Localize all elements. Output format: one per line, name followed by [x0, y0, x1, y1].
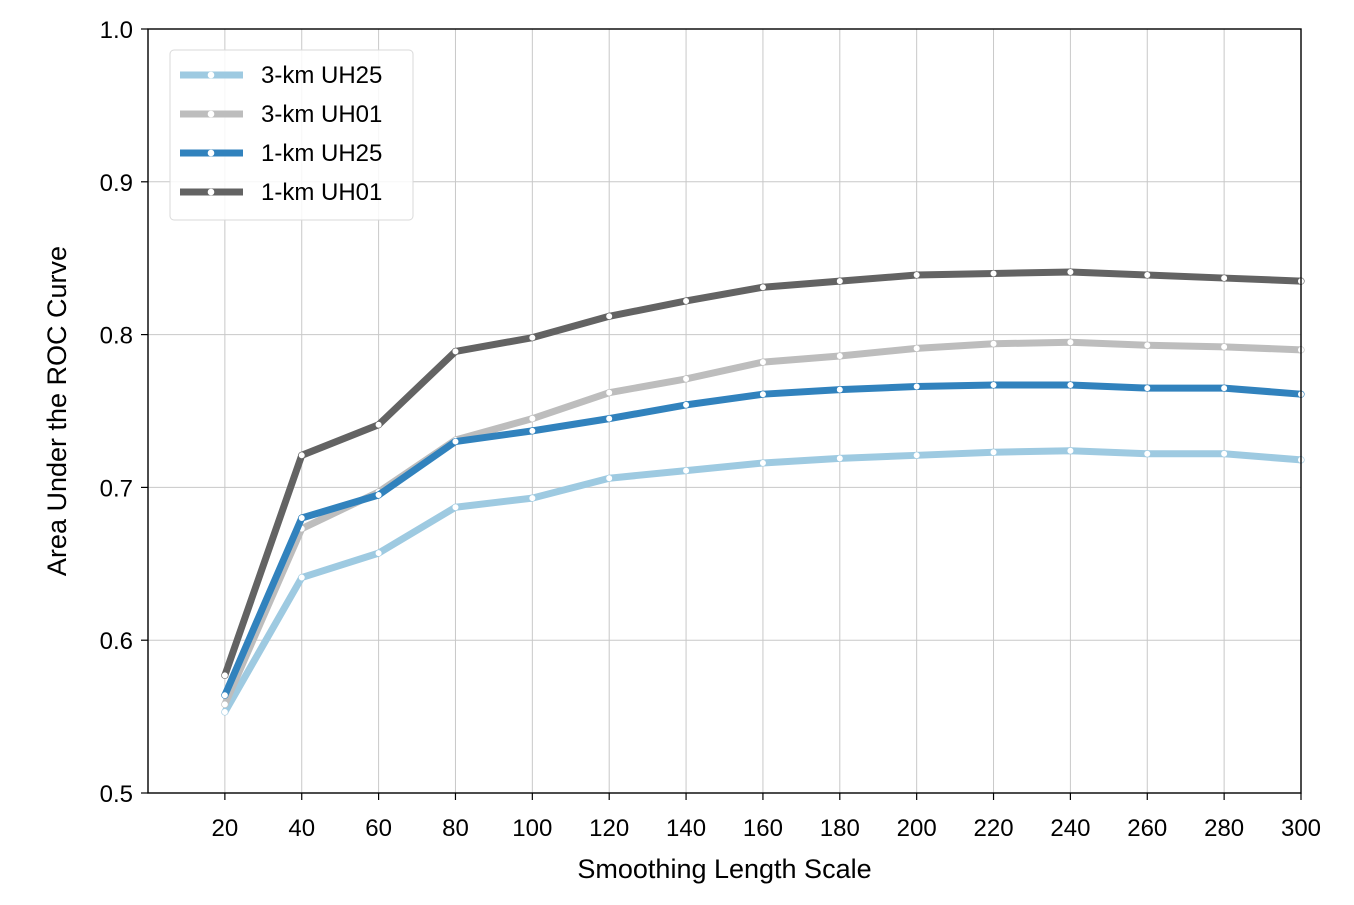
- x-tick-label: 180: [820, 815, 860, 842]
- data-point: [682, 375, 690, 383]
- data-point: [375, 549, 383, 557]
- x-tick-label: 280: [1204, 815, 1244, 842]
- x-tick-label: 160: [743, 815, 783, 842]
- legend-box: [169, 49, 414, 221]
- data-point: [298, 514, 306, 522]
- axis-ticks: 20 40 60 80 100 120 140 160 180 200 220 240 260 280 30…: [100, 17, 1321, 842]
- data-point: [221, 708, 229, 716]
- data-point: [836, 454, 844, 462]
- data-point: [221, 691, 229, 699]
- data-point: [528, 334, 536, 342]
- data-point: [221, 700, 229, 708]
- data-point: [1220, 343, 1228, 351]
- x-tick-label: 140: [666, 815, 706, 842]
- legend-item: 1-km UH25: [180, 140, 382, 167]
- legend-label: 1-km UH01: [261, 179, 382, 206]
- data-point: [989, 340, 998, 348]
- data-point: [1143, 341, 1151, 349]
- data-point: [1066, 381, 1074, 389]
- data-point: [605, 389, 613, 397]
- data-point: [605, 474, 613, 482]
- legend-label: 3-km UH25: [261, 62, 382, 89]
- x-tick-label: 260: [1127, 815, 1167, 842]
- data-point: [1220, 450, 1228, 458]
- y-tick-label: 1.0: [100, 17, 133, 44]
- x-tick-label: 60: [365, 815, 392, 842]
- series-1-km-uh01: [221, 268, 1305, 679]
- data-point: [375, 491, 383, 499]
- x-axis-label: Smoothing Length Scale: [577, 854, 871, 884]
- data-point: [759, 358, 767, 366]
- x-tick-label: 220: [974, 815, 1014, 842]
- data-point: [989, 448, 998, 456]
- data-point: [759, 390, 767, 398]
- data-point: [913, 344, 921, 352]
- y-axis-label: Area Under the ROC Curve: [42, 246, 72, 576]
- data-point: [913, 451, 921, 459]
- data-point: [528, 427, 536, 435]
- x-tick-label: 40: [288, 815, 315, 842]
- y-tick-label: 0.5: [100, 781, 133, 808]
- legend-marker: [207, 110, 215, 118]
- data-point: [836, 352, 844, 360]
- data-point: [989, 381, 998, 389]
- x-tick-label: 200: [897, 815, 937, 842]
- x-tick-label: 300: [1281, 815, 1321, 842]
- data-point: [1066, 268, 1074, 276]
- data-point: [298, 451, 306, 459]
- data-point: [375, 421, 383, 429]
- data-point: [913, 382, 921, 391]
- data-point: [528, 415, 536, 423]
- legend-item: 3-km UH25: [180, 62, 382, 89]
- data-point: [1220, 384, 1228, 392]
- y-tick-label: 0.6: [100, 628, 133, 655]
- data-point: [528, 494, 536, 502]
- data-point: [1143, 271, 1151, 279]
- y-tick-label: 0.7: [100, 475, 133, 502]
- data-point: [221, 671, 229, 679]
- series-1-km-uh25: [221, 381, 1305, 699]
- data-point: [1143, 450, 1151, 458]
- grid: [148, 28, 1302, 794]
- data-point: [913, 271, 921, 279]
- legend-marker: [207, 71, 215, 79]
- x-tick-label: 80: [442, 815, 469, 842]
- data-point: [682, 297, 690, 305]
- data-point: [605, 312, 613, 320]
- y-tick-label: 0.9: [100, 170, 133, 197]
- data-point: [451, 347, 460, 356]
- data-point: [836, 386, 844, 394]
- data-point: [682, 401, 690, 409]
- data-point: [1066, 338, 1074, 346]
- legend-item: 3-km UH01: [180, 101, 382, 128]
- data-point: [759, 459, 767, 467]
- legend-label: 1-km UH25: [261, 140, 382, 167]
- plot-frame: [147, 28, 1302, 794]
- data-point: [836, 277, 844, 285]
- legend-label: 3-km UH01: [261, 101, 382, 128]
- data-point: [682, 466, 690, 475]
- x-tick-label: 100: [512, 815, 552, 842]
- x-tick-label: 20: [212, 815, 239, 842]
- x-tick-label: 240: [1050, 815, 1090, 842]
- data-point: [989, 269, 998, 278]
- legend-item: 1-km UH01: [180, 179, 382, 206]
- legend: 3-km UH25 3-km UH01 1-km UH25 1-km UH01: [169, 49, 414, 221]
- data-point: [759, 283, 767, 291]
- series-lines: [221, 268, 1305, 716]
- data-point: [451, 437, 460, 446]
- data-point: [1143, 384, 1151, 392]
- y-tick-label: 0.8: [100, 323, 133, 350]
- data-point: [605, 415, 613, 423]
- x-tick-label: 120: [589, 815, 629, 842]
- legend-marker: [207, 188, 215, 196]
- data-point: [298, 573, 306, 582]
- data-point: [1066, 447, 1074, 455]
- series-3-km-uh25: [221, 447, 1305, 716]
- legend-marker: [207, 149, 215, 157]
- data-point: [1220, 274, 1228, 282]
- data-point: [451, 503, 460, 511]
